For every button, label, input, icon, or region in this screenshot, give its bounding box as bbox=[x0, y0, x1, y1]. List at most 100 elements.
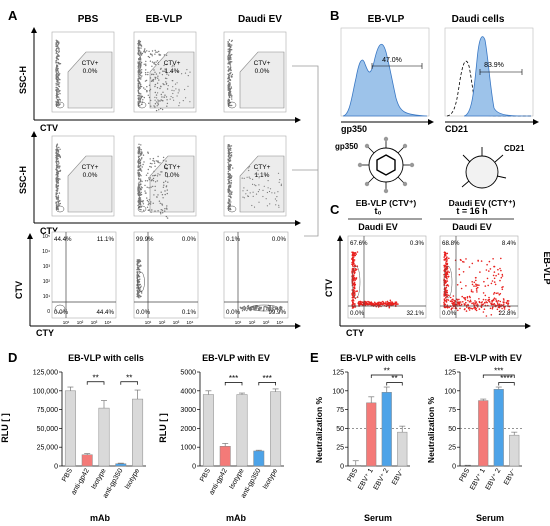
event-dot bbox=[137, 91, 139, 93]
event-dot bbox=[172, 97, 174, 99]
event-dot bbox=[163, 184, 165, 186]
event-dot bbox=[138, 291, 141, 293]
event-dot bbox=[140, 85, 142, 88]
event-dot bbox=[486, 277, 489, 280]
event-dot bbox=[445, 284, 448, 287]
event-dot bbox=[184, 72, 187, 74]
event-dot bbox=[173, 65, 175, 67]
event-dot bbox=[230, 155, 233, 157]
event-dot bbox=[187, 85, 189, 87]
event-dot bbox=[497, 303, 499, 306]
time-label-t0: t₀ bbox=[374, 206, 381, 216]
quadrant-tl-pct: 99.9% bbox=[136, 236, 154, 243]
event-dot bbox=[249, 192, 251, 194]
event-dot bbox=[56, 69, 59, 71]
event-dot bbox=[172, 80, 174, 82]
event-dot bbox=[144, 72, 147, 74]
event-dot bbox=[137, 152, 139, 154]
event-dot bbox=[58, 82, 61, 84]
event-dot bbox=[443, 306, 446, 309]
event-dot bbox=[471, 308, 474, 310]
event-dot bbox=[160, 99, 162, 101]
event-dot bbox=[147, 151, 149, 153]
event-dot bbox=[177, 92, 179, 94]
event-dot bbox=[162, 186, 165, 188]
event-dot bbox=[497, 292, 499, 294]
event-dot bbox=[167, 85, 169, 87]
event-dot bbox=[137, 292, 139, 294]
panel-d: D EB-VLP with cells EB-VLP with EV 0 25,0… bbox=[0, 350, 284, 523]
event-dot bbox=[58, 91, 60, 93]
event-dot bbox=[175, 88, 177, 90]
gate-polygon bbox=[239, 51, 285, 109]
event-dot bbox=[230, 75, 233, 77]
event-dot bbox=[452, 295, 455, 297]
bar bbox=[115, 463, 127, 467]
panel-e: E EB-VLP with cells EB-VLP with EV 0 25 50… bbox=[310, 350, 522, 523]
gate-label: CTY+ bbox=[82, 164, 99, 171]
event-dot bbox=[56, 104, 58, 107]
event-dot bbox=[55, 152, 58, 154]
event-dot bbox=[228, 154, 230, 156]
event-dot bbox=[166, 217, 169, 219]
event-dot bbox=[58, 41, 60, 43]
event-dot bbox=[57, 71, 60, 74]
event-dot bbox=[150, 80, 153, 83]
event-dot bbox=[161, 209, 164, 211]
event-dot bbox=[227, 41, 229, 43]
event-dot bbox=[140, 96, 142, 98]
y-tick-label: 125,000 bbox=[33, 370, 58, 377]
event-dot bbox=[451, 298, 454, 301]
quadrant-br-pct: 22.8% bbox=[498, 310, 516, 317]
event-dot bbox=[159, 72, 161, 74]
event-dot bbox=[352, 294, 354, 297]
event-dot bbox=[56, 72, 58, 75]
event-dot bbox=[136, 274, 138, 277]
density-contour bbox=[55, 101, 65, 109]
event-dot bbox=[57, 184, 60, 187]
event-dot bbox=[166, 189, 168, 191]
event-dot bbox=[227, 144, 229, 146]
event-dot bbox=[56, 57, 58, 60]
event-dot bbox=[160, 191, 162, 193]
event-dot bbox=[227, 44, 230, 46]
event-dot bbox=[57, 151, 60, 153]
event-dot bbox=[227, 84, 229, 87]
event-dot bbox=[448, 271, 451, 274]
event-dot bbox=[162, 212, 164, 214]
event-dot bbox=[278, 204, 280, 206]
event-dot bbox=[478, 298, 480, 300]
event-dot bbox=[266, 191, 268, 194]
event-dot bbox=[228, 39, 231, 41]
quadrant-bl-pct: 0.0% bbox=[54, 309, 69, 316]
event-dot bbox=[58, 98, 60, 101]
y-tick-label: 50,000 bbox=[37, 426, 59, 433]
event-dot bbox=[164, 180, 167, 182]
event-dot bbox=[227, 163, 230, 165]
event-dot bbox=[157, 77, 159, 79]
significance-stars: ** bbox=[391, 374, 397, 383]
event-dot bbox=[139, 64, 142, 66]
event-dot bbox=[176, 95, 178, 97]
event-dot bbox=[152, 175, 154, 177]
event-dot bbox=[142, 99, 144, 101]
event-dot bbox=[56, 192, 58, 195]
event-dot bbox=[497, 306, 500, 309]
event-dot bbox=[246, 176, 248, 178]
event-dot bbox=[502, 286, 504, 288]
event-dot bbox=[147, 168, 149, 171]
event-dot bbox=[140, 149, 142, 151]
event-dot bbox=[265, 174, 267, 177]
event-dot bbox=[141, 180, 143, 183]
tick-label: 10² bbox=[43, 279, 51, 285]
event-dot bbox=[445, 252, 447, 255]
event-dot bbox=[155, 109, 158, 112]
event-dot bbox=[59, 79, 61, 81]
event-dot bbox=[278, 181, 280, 183]
event-dot bbox=[165, 207, 168, 209]
event-dot bbox=[55, 52, 57, 54]
event-dot bbox=[358, 300, 360, 303]
event-dot bbox=[262, 189, 264, 191]
event-dot bbox=[471, 262, 474, 265]
event-dot bbox=[227, 202, 230, 205]
